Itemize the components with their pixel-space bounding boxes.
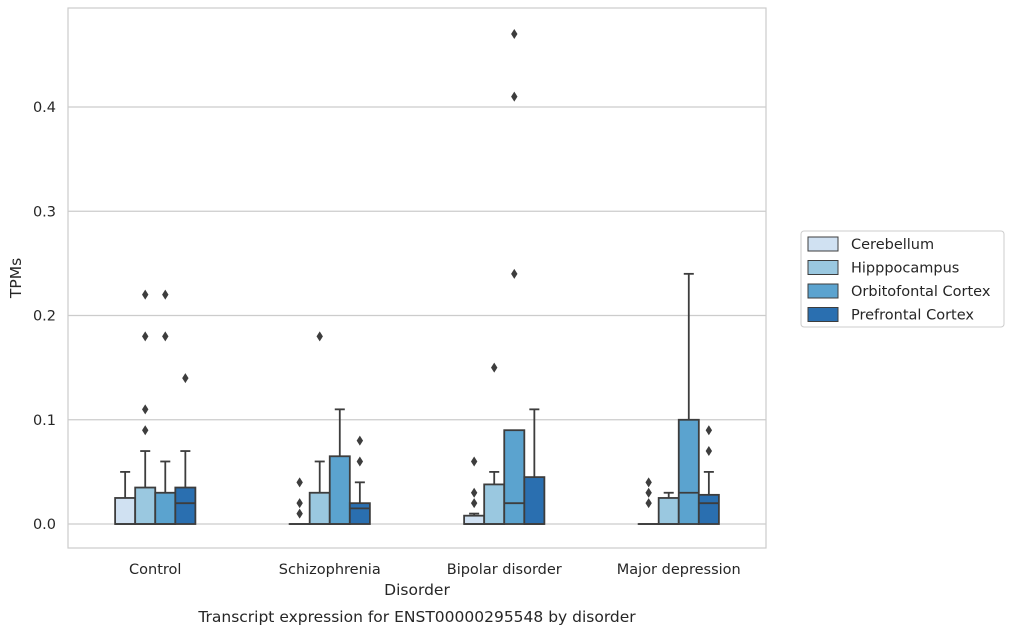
box-orbitofontal-cortex (154, 289, 177, 525)
grid-layer (68, 106, 766, 525)
legend-label: Orbitofontal Cortex (851, 284, 991, 300)
outlier-point (182, 373, 189, 384)
boxes-layer (114, 29, 720, 525)
box-orbitofontal-cortex (677, 272, 700, 525)
box-iqr (697, 493, 720, 525)
outlier-point (356, 435, 364, 446)
y-tick-label: 0.4 (33, 100, 56, 116)
x-tick-label: Major depression (617, 562, 741, 578)
y-tick-label: 0.0 (33, 517, 56, 533)
box-orbitofontal-cortex (503, 29, 526, 525)
plot-frame (67, 7, 767, 549)
box-hipppocampus (657, 491, 680, 525)
outlier-point (162, 331, 169, 342)
outlier-point (511, 29, 518, 40)
x-tick-labels: Control Schizophrenia Bipolar disorder Majo… (129, 562, 741, 578)
legend-frame (800, 230, 1005, 328)
box-hipppocampus (483, 362, 506, 525)
box-iqr (134, 486, 157, 525)
y-tick-label: 0.2 (33, 309, 56, 325)
outlier-point (296, 477, 303, 488)
box-cerebellum (637, 477, 660, 525)
outlier-point (142, 331, 149, 342)
box-iqr (308, 491, 331, 525)
outlier-point (356, 456, 364, 467)
box-orbitofontal-cortex (328, 408, 351, 525)
box-hipppocampus (134, 289, 157, 525)
box-iqr (154, 491, 177, 525)
outlier-point (162, 289, 169, 300)
outlier-point (296, 498, 303, 509)
box-hipppocampus (308, 331, 331, 525)
box-iqr (677, 418, 700, 525)
y-tick-label: 0.1 (33, 413, 56, 429)
box-iqr (348, 502, 371, 525)
box-iqr (463, 514, 486, 525)
box-cerebellum (114, 470, 137, 525)
box-iqr (114, 497, 137, 525)
outlier-point (491, 362, 498, 373)
box-cerebellum (463, 456, 486, 525)
outlier-point (645, 487, 652, 498)
outlier-point (470, 498, 478, 509)
y-tick-labels: 0.0 0.1 0.2 0.3 0.4 (33, 100, 56, 533)
chart-caption: Transcript expression for ENST0000029554… (197, 608, 636, 626)
x-tick-label: Schizophrenia (279, 562, 381, 578)
box-iqr (523, 476, 546, 525)
legend: Cerebellum Hipppocampus Orbitofontal Corte… (800, 230, 1005, 328)
outlier-point (645, 477, 652, 488)
box-cerebellum (288, 477, 311, 525)
box-prefrontal-cortex (348, 435, 371, 525)
legend-swatch (807, 307, 839, 322)
box-iqr (328, 455, 351, 525)
legend-swatch (807, 283, 839, 299)
outlier-point (645, 498, 652, 509)
legend-swatch (807, 260, 839, 275)
x-tick-label: Bipolar disorder (447, 562, 562, 578)
outlier-point (705, 425, 713, 436)
outlier-point (296, 508, 303, 519)
legend-label: Prefrontal Cortex (851, 308, 974, 324)
outlier-point (511, 268, 518, 279)
y-axis-label: TPMs (7, 258, 25, 299)
outlier-point (705, 446, 713, 457)
outlier-point (142, 289, 149, 300)
outlier-point (142, 425, 149, 436)
legend-swatch (807, 236, 839, 252)
legend-label: Cerebellum (851, 237, 934, 253)
x-tick-label: Control (129, 562, 181, 578)
box-iqr (483, 483, 506, 525)
box-iqr (657, 497, 680, 525)
box-iqr (503, 429, 526, 525)
outlier-point (511, 91, 518, 102)
box-prefrontal-cortex (697, 425, 720, 525)
legend-label: Hipppocampus (851, 261, 959, 277)
x-axis-label: Disorder (384, 581, 450, 599)
y-tick-label: 0.3 (33, 204, 56, 220)
outlier-point (470, 456, 478, 467)
box-iqr (174, 486, 197, 525)
outlier-point (316, 331, 323, 342)
box-prefrontal-cortex (174, 373, 197, 525)
outlier-point (142, 404, 149, 415)
box-prefrontal-cortex (523, 408, 546, 525)
outlier-point (470, 487, 478, 498)
